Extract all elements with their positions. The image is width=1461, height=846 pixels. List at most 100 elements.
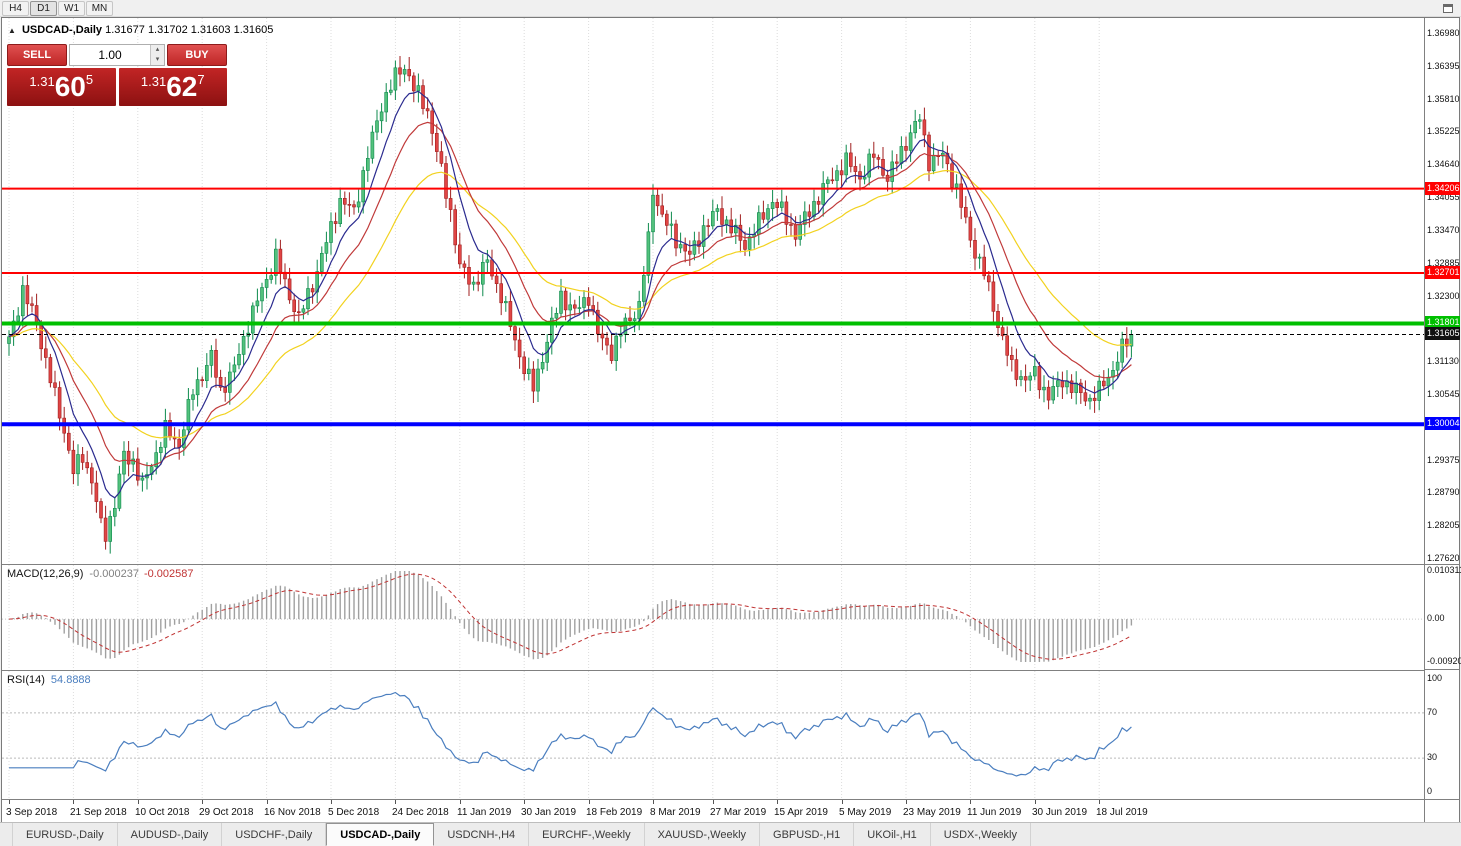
chart-tab[interactable]: AUDUSD-,Daily (118, 823, 223, 846)
sell-price-display[interactable]: 1.31605 (7, 68, 116, 106)
buy-price-main: 62 (166, 71, 198, 102)
price-tick-label: 1.28790 (1427, 487, 1460, 498)
chart-tab[interactable]: USDCNH-,H4 (434, 823, 530, 846)
buy-price-display[interactable]: 1.31627 (118, 68, 227, 106)
price-tick-label: 1.33470 (1427, 224, 1460, 235)
time-axis-label: 18 Jul 2019 (1096, 807, 1148, 818)
macd-chart-svg[interactable] (2, 565, 1424, 669)
timeframe-h4-button[interactable]: H4 (2, 0, 29, 16)
chart-tab[interactable]: GBPUSD-,H1 (760, 823, 855, 846)
macd-panel[interactable]: MACD(12,26,9) -0.000237 -0.002587 (2, 564, 1424, 669)
time-axis-label: 5 May 2019 (839, 807, 892, 818)
chart-tab[interactable]: UKOil-,H1 (854, 823, 931, 846)
time-axis-label: 18 Feb 2019 (586, 807, 643, 818)
time-axis-label: 15 Apr 2019 (774, 807, 828, 818)
timeframe-mn-button[interactable]: MN (86, 0, 113, 16)
chart-symbol-label: USDCAD-,Daily (21, 24, 103, 36)
time-axis-tick (73, 800, 74, 804)
time-axis-tick (1035, 800, 1036, 804)
rsi-chart-svg[interactable] (2, 671, 1424, 799)
collapse-trade-panel-icon[interactable]: ▲ (8, 26, 16, 35)
chart-window: ▲ USDCAD-,Daily 1.31677 1.31702 1.31603 … (1, 17, 1461, 823)
restore-window-icon (1443, 3, 1453, 13)
time-axis-tick (589, 800, 590, 804)
time-axis-tick (842, 800, 843, 804)
price-tick-label: 1.34055 (1427, 192, 1460, 203)
time-axis-tick (970, 800, 971, 804)
chart-tab[interactable]: EURUSD-,Daily (12, 823, 118, 846)
chart-tab[interactable]: XAUUSD-,Weekly (645, 823, 761, 846)
rsi-name: RSI(14) (7, 674, 45, 686)
price-tick-label: 1.34640 (1427, 159, 1460, 170)
volume-decrease-icon[interactable]: ▾ (155, 56, 160, 63)
timeframe-w1-button[interactable]: W1 (58, 0, 85, 16)
volume-stepper[interactable]: 1.00 ▴ ▾ (69, 44, 165, 66)
volume-value[interactable]: 1.00 (98, 48, 122, 62)
chart-tab[interactable]: USDCHF-,Daily (222, 823, 327, 846)
time-axis-label: 5 Dec 2018 (328, 807, 380, 818)
price-tick-label: 1.35810 (1427, 93, 1460, 104)
chart-ohlc-values: 1.31677 1.31702 1.31603 1.31605 (105, 24, 274, 36)
price-tick-label: 1.29375 (1427, 454, 1460, 465)
time-axis-tick (906, 800, 907, 804)
rsi-value: 54.8888 (50, 674, 91, 686)
sell-button[interactable]: SELL (7, 44, 67, 66)
timeframe-d1-button[interactable]: D1 (30, 0, 57, 16)
chart-title: ▲ USDCAD-,Daily 1.31677 1.31702 1.31603 … (8, 24, 273, 36)
time-axis-label: 27 Mar 2019 (710, 807, 767, 818)
sell-price-main: 60 (54, 71, 86, 102)
sell-price-pipette: 5 (85, 72, 94, 87)
time-axis-tick (138, 800, 139, 804)
time-axis-label: 29 Oct 2018 (199, 807, 254, 818)
price-chart-svg[interactable] (2, 18, 1424, 563)
level-price-badge: 1.31801 (1425, 316, 1460, 330)
time-axis-tick (777, 800, 778, 804)
time-axis-label: 30 Jan 2019 (521, 807, 577, 818)
macd-indicator-label: MACD(12,26,9) -0.000237 -0.002587 (7, 568, 194, 580)
price-tick-label: 1.35225 (1427, 126, 1460, 137)
one-click-trade-panel: SELL 1.00 ▴ ▾ BUY 1.31605 1.31627 (7, 44, 227, 106)
volume-increase-icon[interactable]: ▴ (155, 46, 160, 53)
time-axis-label: 24 Dec 2018 (392, 807, 449, 818)
time-axis-tick (460, 800, 461, 804)
time-axis-tick (653, 800, 654, 804)
macd-name: MACD(12,26,9) (7, 568, 84, 580)
time-axis-label: 23 May 2019 (903, 807, 961, 818)
time-axis-tick (524, 800, 525, 804)
level-price-badge: 1.30004 (1425, 417, 1460, 431)
timeframe-toolbar: H4 D1 W1 MN (0, 0, 1461, 17)
buy-price-pipette: 7 (197, 72, 205, 87)
time-axis[interactable]: 3 Sep 2018 21 Sep 2018 10 Oct 2018 29 Oct 2… (2, 799, 1424, 822)
chart-tab[interactable]: EURCHF-,Weekly (529, 823, 645, 846)
time-axis-label: 8 Mar 2019 (650, 807, 701, 818)
time-axis-label: 16 Nov 2018 (264, 807, 321, 818)
rsi-panel[interactable]: RSI(14) 54.8888 (2, 670, 1424, 799)
price-chart-panel[interactable]: ▲ USDCAD-,Daily 1.31677 1.31702 1.31603 … (2, 18, 1424, 563)
macd-signal-value: -0.002587 (143, 568, 194, 580)
time-axis-tick (331, 800, 332, 804)
time-axis-label: 21 Sep 2018 (70, 807, 127, 818)
panel-separator (1425, 799, 1460, 800)
time-axis-label: 10 Oct 2018 (135, 807, 190, 818)
macd-scale-label: -0.009203 (1427, 656, 1461, 666)
time-axis-label: 11 Jun 2019 (967, 807, 1022, 818)
chart-tab[interactable]: USDCAD-,Daily (326, 823, 435, 846)
time-axis-tick (713, 800, 714, 804)
time-axis-tick (202, 800, 203, 804)
macd-main-value: -0.000237 (89, 568, 139, 580)
price-tick-label: 1.27620 (1427, 553, 1460, 563)
price-tick-label: 1.36395 (1427, 60, 1460, 71)
time-axis-label: 30 Jun 2019 (1032, 807, 1088, 818)
chart-tab[interactable]: USDX-,Weekly (931, 823, 1031, 846)
buy-button[interactable]: BUY (167, 44, 227, 66)
price-scale[interactable]: 1.36980 1.36395 1.35810 1.35225 1.34640 1.340… (1424, 18, 1461, 823)
restore-window-button[interactable] (1443, 3, 1453, 13)
buy-price-prefix: 1.31 (140, 74, 167, 89)
price-tick-label: 1.32885 (1427, 257, 1460, 268)
level-price-badge: 1.32701 (1425, 266, 1460, 279)
rsi-scale-label: 100 (1427, 673, 1443, 683)
macd-scale-label: 0.010311 (1427, 565, 1461, 575)
level-price-badge: 1.34206 (1425, 181, 1460, 195)
price-tick-label: 1.28205 (1427, 520, 1460, 531)
